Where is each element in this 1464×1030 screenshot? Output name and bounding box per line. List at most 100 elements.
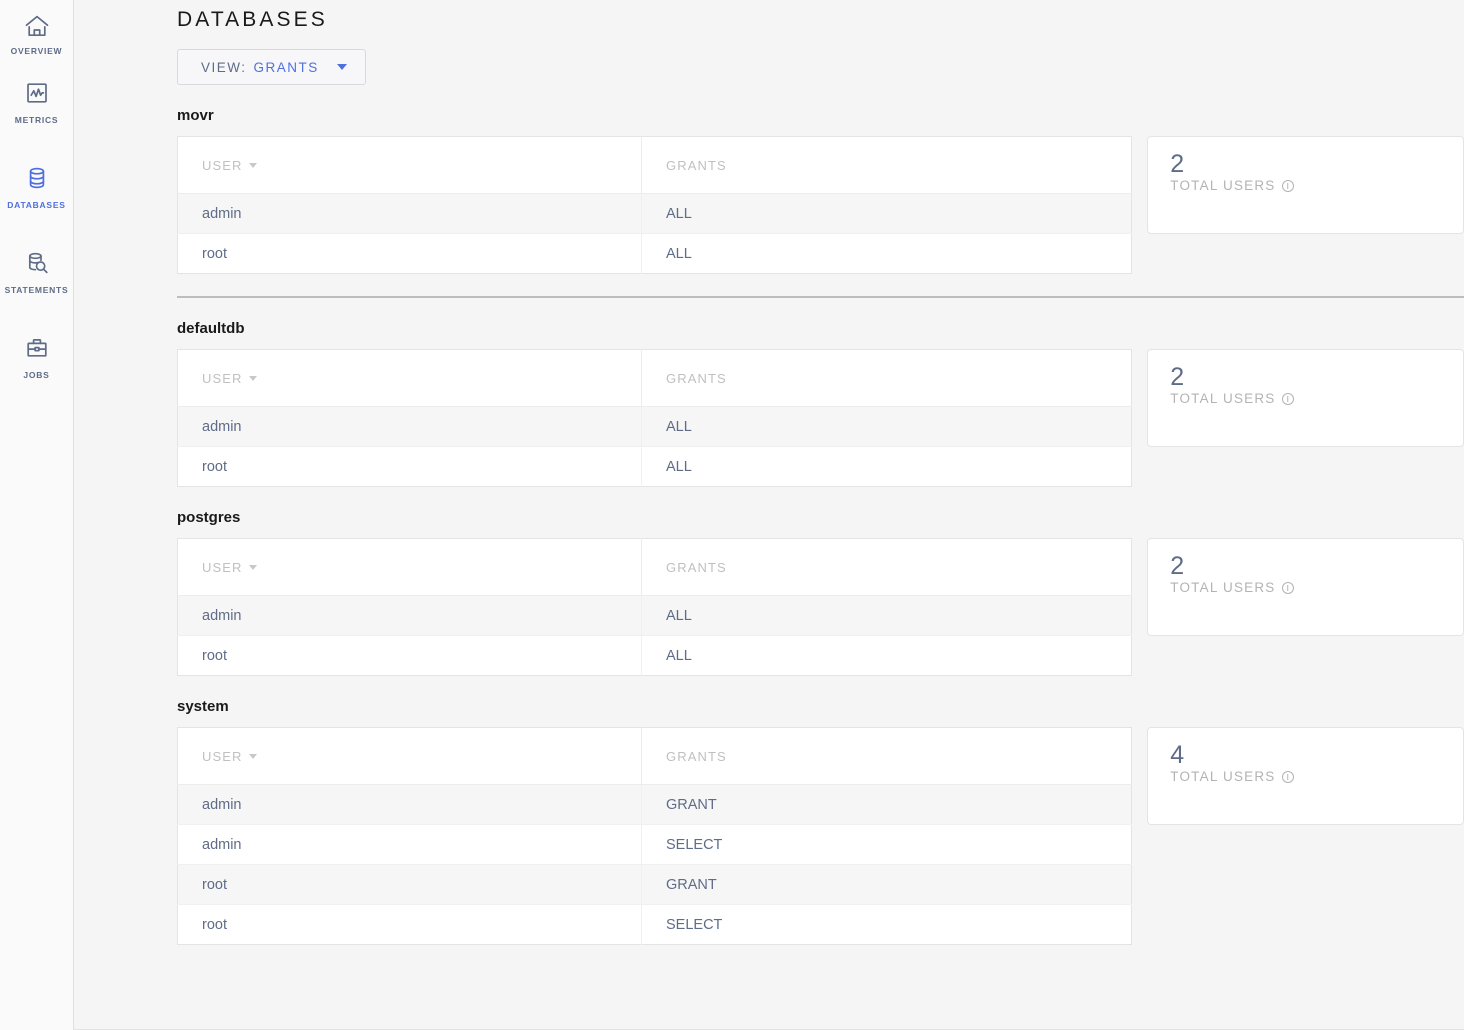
sidebar-item-label: JOBS <box>23 370 50 380</box>
cell-grants: GRANT <box>641 864 1132 905</box>
sidebar-item-databases[interactable]: DATABASES <box>0 145 74 230</box>
cell-grants: SELECT <box>641 824 1132 865</box>
total-users-card: 4 TOTAL USERS <box>1147 727 1464 825</box>
table-row: root ALL <box>177 635 1132 676</box>
cell-grants: SELECT <box>641 904 1132 945</box>
total-users-label-row: TOTAL USERS <box>1170 579 1463 597</box>
cell-grants: ALL <box>641 233 1132 274</box>
cell-user: root <box>177 864 642 905</box>
info-icon[interactable] <box>1281 180 1294 192</box>
total-users-count: 2 <box>1170 552 1185 580</box>
info-icon[interactable] <box>1281 771 1294 783</box>
metrics-icon <box>24 80 50 115</box>
database-search-icon <box>24 250 50 285</box>
column-header-user[interactable]: USER <box>177 136 642 194</box>
cell-grants: GRANT <box>641 784 1132 825</box>
column-header-user-label: USER <box>202 370 243 386</box>
total-users-label-row: TOTAL USERS <box>1170 390 1463 408</box>
sidebar-item-label: OVERVIEW <box>10 46 63 56</box>
sidebar-item-label: DATABASES <box>7 200 66 210</box>
database-icon <box>24 165 50 200</box>
database-body: USER GRANTS admin GRANT admin SELECT root GRANT… <box>177 727 1464 945</box>
grants-table: USER GRANTS admin GRANT admin SELECT root GRANT… <box>177 727 1133 945</box>
sidebar-item-metrics[interactable]: METRICS <box>0 60 74 145</box>
table-header-row: USER GRANTS <box>177 538 1132 596</box>
column-header-grants-label: GRANTS <box>666 370 727 386</box>
table-row: root ALL <box>177 446 1132 487</box>
briefcase-icon <box>24 335 50 370</box>
column-header-user[interactable]: USER <box>177 538 642 596</box>
column-header-grants-label: GRANTS <box>666 157 727 173</box>
table-header-row: USER GRANTS <box>177 349 1132 407</box>
table-row: admin SELECT <box>177 824 1132 865</box>
view-selector-value: GRANTS <box>253 59 319 75</box>
column-header-user-label: USER <box>202 157 243 173</box>
column-header-grants-label: GRANTS <box>666 748 727 764</box>
table-row: root ALL <box>177 233 1132 274</box>
table-header-row: USER GRANTS <box>177 136 1132 194</box>
total-users-label-row: TOTAL USERS <box>1170 177 1463 195</box>
cell-grants: ALL <box>641 193 1132 234</box>
main-content: DATABASES VIEW: GRANTS movr USER GRANTS adm… <box>74 0 1464 1030</box>
grants-table: USER GRANTS admin ALL root ALL <box>177 136 1133 274</box>
total-users-label-row: TOTAL USERS <box>1170 768 1463 786</box>
cell-user: admin <box>177 595 642 636</box>
database-section: movr USER GRANTS admin ALL root ALL 2 TOTAL USER… <box>177 107 1464 274</box>
sidebar-item-overview[interactable]: OVERVIEW <box>0 0 74 60</box>
home-icon <box>24 13 50 46</box>
table-row: admin ALL <box>177 595 1132 636</box>
column-header-user-label: USER <box>202 559 243 575</box>
column-header-user[interactable]: USER <box>177 727 642 785</box>
cell-user: admin <box>177 406 642 447</box>
sidebar-item-jobs[interactable]: JOBS <box>0 315 74 400</box>
cell-user: root <box>177 904 642 945</box>
cell-user: root <box>177 635 642 676</box>
cell-user: root <box>177 233 642 274</box>
database-name: defaultdb <box>177 320 245 337</box>
table-row: admin ALL <box>177 406 1132 447</box>
sidebar: OVERVIEW METRICS DATABASES STATEMENTS JOBS <box>0 0 74 1030</box>
database-body: USER GRANTS admin ALL root ALL 2 TOTAL USERS <box>177 538 1464 676</box>
cell-user: admin <box>177 824 642 865</box>
total-users-count: 2 <box>1170 150 1185 178</box>
cell-grants: ALL <box>641 635 1132 676</box>
database-name: movr <box>177 107 214 124</box>
chevron-down-icon <box>336 64 347 70</box>
view-selector-dropdown[interactable]: VIEW: GRANTS <box>177 49 366 85</box>
total-users-label: TOTAL USERS <box>1170 769 1276 784</box>
column-header-user-label: USER <box>202 748 243 764</box>
cell-user: root <box>177 446 642 487</box>
total-users-label: TOTAL USERS <box>1170 580 1276 595</box>
database-sections: movr USER GRANTS admin ALL root ALL 2 TOTAL USER… <box>177 107 1464 945</box>
info-icon[interactable] <box>1281 582 1294 594</box>
total-users-card: 2 TOTAL USERS <box>1147 136 1464 234</box>
total-users-card: 2 TOTAL USERS <box>1147 349 1464 447</box>
table-header-row: USER GRANTS <box>177 727 1132 785</box>
column-header-grants-label: GRANTS <box>666 559 727 575</box>
column-header-grants[interactable]: GRANTS <box>641 727 1132 785</box>
total-users-label: TOTAL USERS <box>1170 178 1276 193</box>
total-users-count: 2 <box>1170 363 1185 391</box>
cell-user: admin <box>177 193 642 234</box>
sort-descending-icon[interactable] <box>248 162 257 168</box>
cell-grants: ALL <box>641 406 1132 447</box>
info-icon[interactable] <box>1281 393 1294 405</box>
sidebar-item-statements[interactable]: STATEMENTS <box>0 230 74 315</box>
cell-user: admin <box>177 784 642 825</box>
database-section: system USER GRANTS admin GRANT admin SELECT roo… <box>177 698 1464 945</box>
database-name: postgres <box>177 509 241 526</box>
column-header-grants[interactable]: GRANTS <box>641 136 1132 194</box>
database-body: USER GRANTS admin ALL root ALL 2 TOTAL USERS <box>177 349 1464 487</box>
column-header-grants[interactable]: GRANTS <box>641 538 1132 596</box>
sidebar-item-label: STATEMENTS <box>4 285 69 295</box>
total-users-card: 2 TOTAL USERS <box>1147 538 1464 636</box>
sort-descending-icon[interactable] <box>248 753 257 759</box>
table-row: root SELECT <box>177 904 1132 945</box>
column-header-user[interactable]: USER <box>177 349 642 407</box>
sort-descending-icon[interactable] <box>248 375 257 381</box>
table-row: root GRANT <box>177 864 1132 905</box>
column-header-grants[interactable]: GRANTS <box>641 349 1132 407</box>
sort-descending-icon[interactable] <box>248 564 257 570</box>
database-section: defaultdb USER GRANTS admin ALL root ALL 2 TOTAL… <box>177 320 1464 487</box>
